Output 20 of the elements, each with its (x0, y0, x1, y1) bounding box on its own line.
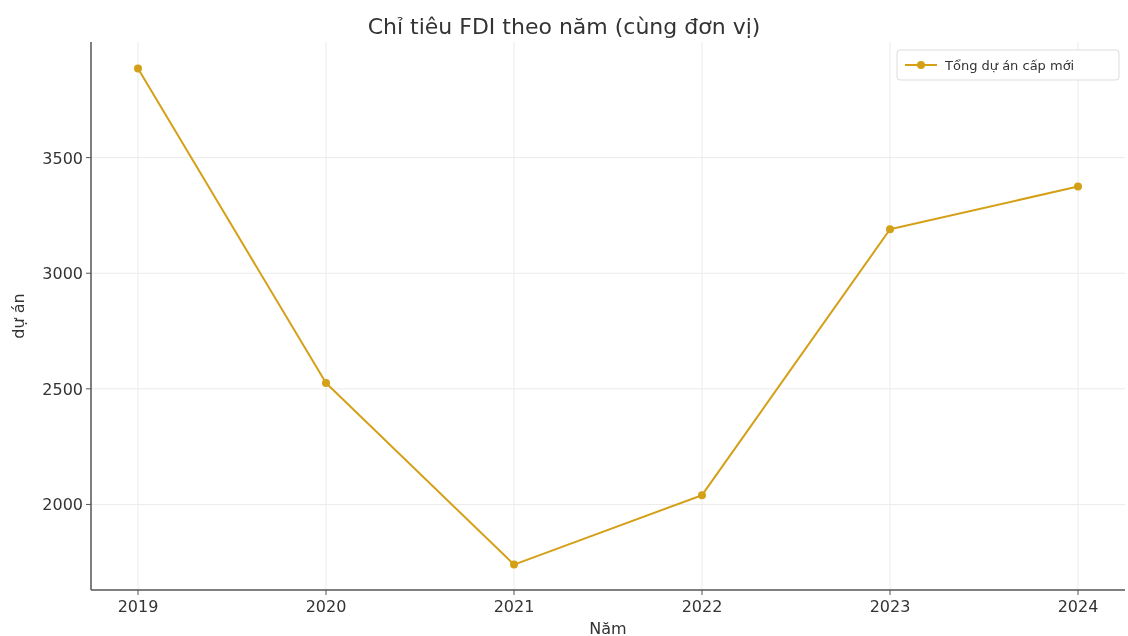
y-tick-label: 3000 (42, 264, 83, 284)
point (510, 560, 518, 569)
x-tick-label: 2019 (117, 597, 159, 616)
y-axis-title: dự án (9, 293, 28, 339)
chart-title: Chỉ tiêu FDI theo năm (cùng đơn vị) (367, 14, 761, 39)
y-tick-label: 3500 (42, 148, 83, 168)
x-tick-label: 2024 (1057, 597, 1099, 616)
x-tick-label: 2022 (681, 597, 723, 616)
point (322, 379, 330, 388)
x-tick-label: 2023 (869, 597, 911, 616)
legend-label: Tổng dự án cấp mới (944, 58, 1075, 73)
point (886, 225, 894, 234)
x-axis-title: Năm (589, 619, 627, 636)
y-tick-label: 2500 (42, 379, 83, 399)
x-tick-label: 2020 (305, 597, 347, 616)
y-tick-label: 2000 (42, 495, 83, 515)
x-tick-label: 2021 (493, 597, 535, 616)
point (1074, 182, 1082, 191)
point (134, 64, 142, 73)
point (698, 491, 706, 500)
